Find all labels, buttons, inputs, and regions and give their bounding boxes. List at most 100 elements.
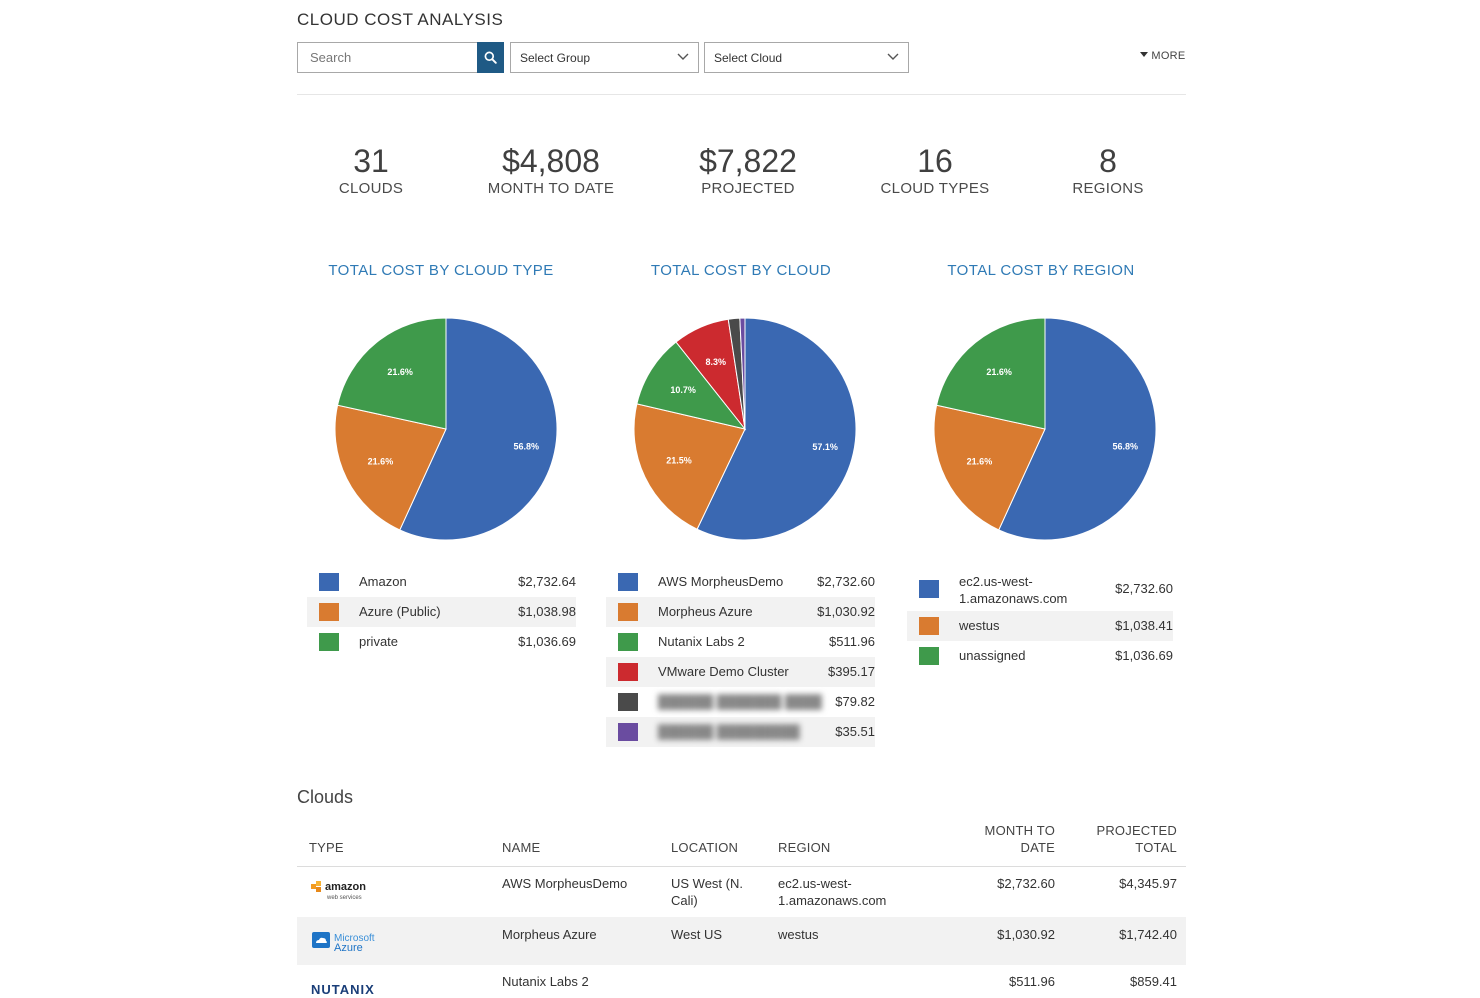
chevron-down-icon — [677, 53, 689, 60]
legend-value: $1,038.98 — [518, 604, 576, 619]
cloud-region: ec2.us-west- 1.amazonaws.com — [778, 875, 886, 909]
legend-swatch — [319, 633, 339, 651]
legend-row[interactable]: ec2.us-west-1.amazonaws.com $2,732.60 — [907, 567, 1173, 611]
location-line2: Cali) — [671, 893, 698, 908]
legend-cloud-type: Amazon $2,732.64 Azure (Public) $1,038.9… — [307, 567, 576, 657]
legend-value: $1,036.69 — [1115, 648, 1173, 663]
pie-slice[interactable] — [633, 403, 746, 530]
legend-swatch — [618, 723, 638, 741]
nutanix-logo: NUTANIX — [311, 982, 375, 997]
stat-projected: $7,822 PROJECTED — [658, 142, 838, 198]
legend-value: $395.17 — [828, 664, 875, 679]
pie-slice-label: 21.6% — [368, 457, 394, 467]
cloud-name[interactable]: Morpheus Azure — [502, 927, 597, 942]
pie-slice-label: 10.7% — [670, 385, 696, 395]
legend-name: ec2.us-west-1.amazonaws.com — [959, 574, 1068, 606]
stat-regions: 8 REGIONS — [1018, 142, 1198, 198]
group-select[interactable]: Select Group — [510, 42, 699, 73]
pie-slice[interactable] — [334, 404, 447, 531]
pie-slice-label: 21.5% — [666, 456, 692, 466]
search-button[interactable] — [477, 42, 504, 73]
more-toggle[interactable]: MORE — [1140, 50, 1186, 62]
legend-value: $511.96 — [828, 634, 875, 649]
legend-swatch — [618, 573, 638, 591]
pie-slice[interactable] — [739, 317, 746, 430]
legend-value: $1,036.69 — [518, 634, 576, 649]
cloud-projected-total: $1,742.40 — [1119, 927, 1177, 942]
stat-value: 8 — [1099, 143, 1117, 179]
legend-row[interactable]: unassigned $1,036.69 — [907, 641, 1173, 671]
legend-swatch — [618, 603, 638, 621]
cloud-name[interactable]: AWS MorpheusDemo — [502, 876, 628, 891]
stat-month-to-date: $4,808 MONTH TO DATE — [461, 142, 641, 198]
aws-cubes-icon — [311, 881, 321, 892]
header-month-to-date[interactable]: MONTH TO DATE — [985, 822, 1055, 856]
cloud-month-to-date: $511.96 — [1008, 974, 1055, 989]
pie-chart-cloud-type: 56.8% 21.6% 21.6% — [334, 317, 558, 541]
pie-slice-label: 21.6% — [967, 457, 993, 467]
location-line1: US West (N. — [671, 876, 743, 891]
header-projected-total[interactable]: PROJECTED TOTAL — [1096, 822, 1177, 856]
legend-row[interactable]: private $1,036.69 — [307, 627, 576, 657]
legend-swatch — [919, 617, 939, 635]
legend-row[interactable]: AWS MorpheusDemo $2,732.60 — [606, 567, 875, 597]
legend-row[interactable]: ██████ ███████ ████ $79.82 — [606, 687, 875, 717]
stat-value: 16 — [917, 143, 953, 179]
header-name[interactable]: NAME — [502, 840, 541, 855]
pie-slice-label: 56.8% — [1112, 442, 1138, 452]
legend-value: $2,732.60 — [817, 574, 875, 589]
pie-slice[interactable] — [935, 317, 1046, 430]
legend-row[interactable]: Amazon $2,732.64 — [307, 567, 576, 597]
table-row[interactable]: Microsoft Azure Morpheus Azure West US w… — [297, 917, 1186, 965]
pie-slice[interactable] — [696, 317, 857, 541]
chart-title-cloud-type: TOTAL COST BY CLOUD TYPE — [328, 262, 554, 279]
pie-slice[interactable] — [933, 404, 1046, 531]
aws-logo-subtext: web services — [327, 895, 362, 901]
search-box[interactable] — [297, 42, 504, 73]
header-type[interactable]: TYPE — [309, 840, 344, 855]
search-input[interactable] — [298, 43, 480, 72]
legend-swatch — [618, 633, 638, 651]
chart-title-cloud: TOTAL COST BY CLOUD — [650, 262, 832, 279]
pie-slice-label: 57.1% — [812, 442, 838, 452]
legend-name: Morpheus Azure — [658, 604, 753, 619]
pie-slice[interactable] — [336, 317, 447, 430]
table-row[interactable]: amazon web services AWS MorpheusDemo US … — [297, 867, 1186, 917]
legend-row[interactable]: ██████ █████████ $35.51 — [606, 717, 875, 747]
group-select-value: Select Group — [520, 51, 591, 65]
legend-row[interactable]: VMware Demo Cluster $395.17 — [606, 657, 875, 687]
legend-name: VMware Demo Cluster — [658, 664, 789, 679]
legend-row[interactable]: Morpheus Azure $1,030.92 — [606, 597, 875, 627]
legend-value: $1,030.92 — [817, 604, 875, 619]
pie-slice[interactable] — [399, 317, 558, 541]
pie-slice[interactable] — [636, 341, 747, 430]
section-title-clouds: Clouds — [297, 787, 354, 807]
cloud-name[interactable]: Nutanix Labs 2 — [502, 974, 589, 989]
caret-down-icon — [1140, 52, 1148, 57]
header-location[interactable]: LOCATION — [671, 840, 739, 855]
header-region[interactable]: REGION — [778, 840, 831, 855]
stat-value: $4,808 — [502, 143, 600, 179]
legend-swatch — [919, 580, 939, 598]
legend-row[interactable]: westus $1,038.41 — [907, 611, 1173, 641]
legend-row[interactable]: Nutanix Labs 2 $511.96 — [606, 627, 875, 657]
stat-label: CLOUD TYPES — [880, 180, 990, 197]
pie-chart-cloud: 57.1% 21.5% 10.7% 8.3% — [633, 317, 857, 541]
cloud-month-to-date: $2,732.60 — [997, 876, 1055, 891]
table-row[interactable]: NUTANIX Nutanix Labs 2 $511.96 $859.41 — [297, 965, 1186, 997]
stat-value: 31 — [353, 143, 389, 179]
stat-label: REGIONS — [1072, 180, 1144, 197]
pie-slice[interactable] — [998, 317, 1157, 541]
legend-row[interactable]: Azure (Public) $1,038.98 — [307, 597, 576, 627]
pie-slice-label: 56.8% — [513, 441, 539, 451]
amazon-web-services-logo: amazon web services — [311, 879, 381, 903]
cloud-projected-total: $859.41 — [1130, 974, 1177, 989]
pie-slice-label: 21.6% — [387, 367, 413, 377]
header-divider — [297, 94, 1186, 95]
cloud-select[interactable]: Select Cloud — [704, 42, 909, 73]
legend-swatch — [919, 647, 939, 665]
pie-chart-region: 56.8% 21.6% 21.6% — [933, 317, 1157, 541]
chevron-down-icon — [887, 53, 899, 60]
header-proj-line2: TOTAL — [1135, 840, 1177, 855]
cloud-location: West US — [671, 927, 723, 942]
